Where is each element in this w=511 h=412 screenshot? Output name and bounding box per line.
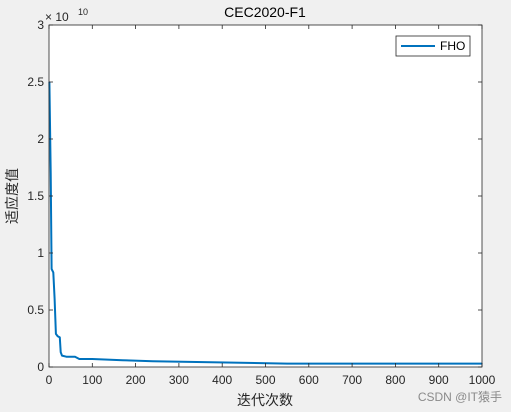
- data-point: [286, 362, 288, 365]
- y-axis-ticks: 0 0.5 1 1.5 2 2.5 3: [27, 18, 482, 374]
- data-point: [74, 356, 76, 358]
- y-tick-label: 3: [37, 18, 44, 32]
- y-tick-label: 1.5: [27, 189, 44, 203]
- legend: FHO: [395, 35, 471, 57]
- data-point: [122, 359, 124, 361]
- x-tick-label: 800: [385, 373, 405, 387]
- data-point: [52, 271, 54, 273]
- x-tick-label: 700: [342, 373, 362, 387]
- y-exponent-prefix: × 10: [45, 10, 69, 24]
- watermark: CSDN @IT猿手: [418, 389, 502, 404]
- data-point: [57, 335, 59, 337]
- x-tick-label: 600: [299, 373, 319, 387]
- x-tick-label: 300: [169, 373, 189, 387]
- x-tick-label: 400: [212, 373, 232, 387]
- data-point: [78, 358, 80, 360]
- data-point: [50, 268, 53, 270]
- y-tick-label: 0: [37, 360, 44, 374]
- x-tick-label: 0: [46, 373, 53, 387]
- y-tick-label: 2.5: [27, 75, 44, 89]
- plot-area: [49, 25, 482, 367]
- data-point: [65, 356, 67, 358]
- data-point: [59, 336, 61, 338]
- series-line-fho: [48, 81, 482, 365]
- chart-title: CEC2020-F1: [224, 4, 306, 20]
- y-exponent-value: 10: [78, 7, 88, 17]
- data-point: [55, 333, 57, 335]
- y-tick-label: 1: [37, 246, 44, 260]
- data-point: [50, 172, 52, 174]
- x-tick-label: 1000: [469, 373, 496, 387]
- y-axis-label: 适应度值: [4, 168, 21, 224]
- x-tick-label: 100: [82, 373, 102, 387]
- y-tick-label: 2: [37, 132, 44, 146]
- legend-label-fho: FHO: [440, 39, 465, 53]
- x-axis-ticks: 0 100 200 300 400 500 600 700 800 900 1000: [46, 25, 496, 387]
- data-point: [152, 360, 154, 362]
- data-point: [91, 358, 93, 360]
- data-point: [54, 298, 56, 300]
- x-axis-label: 迭代次数: [237, 393, 293, 409]
- y-tick-label: 0.5: [27, 303, 44, 317]
- x-tick-label: 900: [429, 373, 449, 387]
- series-layer: [48, 81, 483, 365]
- data-point: [60, 351, 62, 353]
- x-tick-label: 500: [255, 373, 275, 387]
- data-point: [61, 355, 63, 357]
- x-tick-label: 200: [126, 373, 146, 387]
